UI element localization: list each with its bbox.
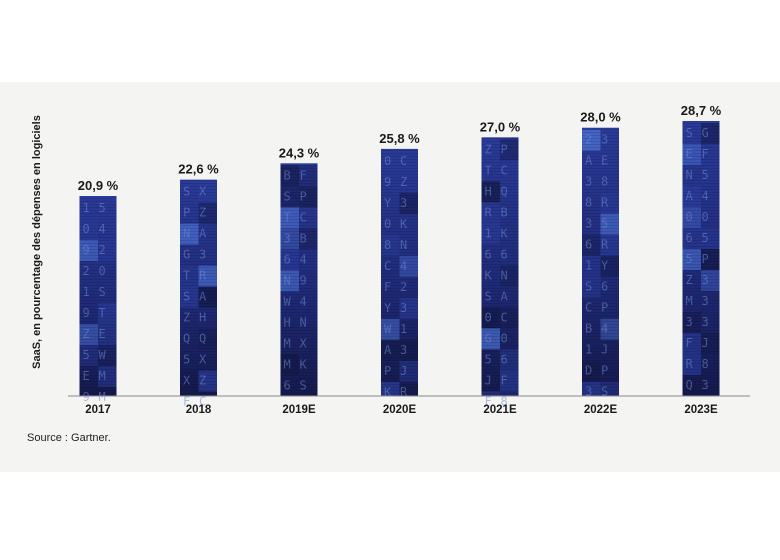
bar-scanlines: [280, 163, 318, 396]
x-tick-2019E: 2019E: [282, 404, 316, 416]
x-tick-2021E: 2021E: [483, 404, 517, 416]
bar-2023E: SGEFN5A400655PZ3M333FJR8Q3: [682, 121, 720, 396]
bar-2018: SXPZNAG3TRSAZHQQ5XXZFC: [180, 179, 217, 409]
bar-glyph: F: [183, 395, 190, 409]
bar-scanlines: [79, 196, 117, 396]
y-axis-label: SaaS, en pourcentage des dépenses en log…: [31, 115, 43, 369]
bar-scanlines: [582, 127, 619, 396]
source-note: Source : Gartner.: [27, 432, 111, 444]
bar-glyph: C: [199, 395, 206, 409]
x-tick-2018: 2018: [186, 404, 212, 416]
x-tick-2023E: 2023E: [684, 404, 718, 416]
value-label-2017: 20,9 %: [78, 178, 119, 193]
bar-2022E: 23AE388R356R1YS6CPB41JDP3S: [582, 127, 619, 399]
bars-group: 150492201S9TZE5WEM9M SXPZNAG3TRSAZHQQ5XXZ…: [79, 121, 720, 409]
bar-glyph: M: [99, 390, 106, 404]
bar-2020E: 0C9ZY30K8NC4F2Y3W1A3PJKR: [381, 148, 418, 399]
value-label-2019E: 24,3 %: [279, 145, 320, 160]
bar-glyph: F: [485, 394, 492, 408]
x-tick-2022E: 2022E: [584, 404, 618, 416]
value-label-2022E: 28,0 %: [580, 110, 621, 125]
value-label-2021E: 27,0 %: [480, 119, 521, 134]
value-label-2020E: 25,8 %: [379, 131, 420, 146]
value-labels: 20,9 % 22,6 % 24,3 % 25,8 % 27,0 % 28,0 % 28,7…: [78, 103, 722, 193]
bar-scanlines: [481, 137, 519, 396]
bar-2019E: BFSPTC3B64N9W4HNMXMK6S: [280, 163, 318, 396]
bar-glyph: 8: [501, 394, 508, 408]
bar-glyph: 9: [83, 390, 90, 404]
value-label-2023E: 28,7 %: [681, 103, 722, 118]
bar-scanlines: [682, 121, 720, 396]
value-label-2018: 22,6 %: [178, 162, 219, 177]
bar-scanlines: [381, 148, 418, 396]
bar-2017: 150492201S9TZE5WEM9M: [79, 196, 117, 404]
bar-2021E: ZPTCHQRB1K66KNSA0CG056JFF8: [481, 137, 519, 408]
x-tick-labels: 2017 2018 2019E 2020E 2021E 2022E 2023E: [85, 404, 718, 416]
x-tick-2017: 2017: [85, 404, 111, 416]
bar-scanlines: [180, 179, 217, 396]
x-tick-2020E: 2020E: [383, 404, 417, 416]
